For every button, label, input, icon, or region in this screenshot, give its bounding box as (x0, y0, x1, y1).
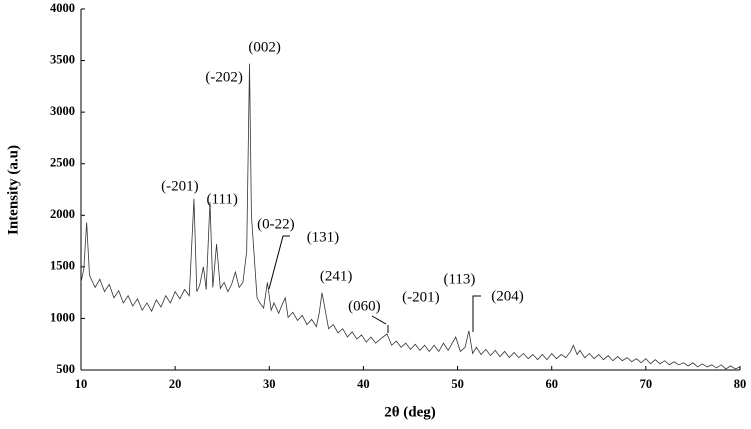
x-tick-label: 10 (75, 377, 88, 391)
y-tick-label: 3000 (50, 104, 75, 118)
peak-label: (-202) (205, 69, 243, 85)
y-tick-label: 2000 (50, 207, 75, 221)
peak-label: (002) (248, 39, 281, 55)
peak-label: (111) (207, 192, 238, 208)
peak-label: (131) (307, 230, 340, 246)
y-tick-label: 4000 (50, 1, 75, 15)
leader-line (268, 235, 290, 290)
leaders (268, 235, 481, 333)
x-tick-label: 50 (451, 377, 464, 391)
peak-label: (060) (348, 299, 381, 315)
y-tick-label: 3500 (50, 52, 75, 66)
y-axis-title: Intensity (a.u) (5, 145, 21, 235)
y-tick-label: 2500 (50, 156, 75, 170)
peak-label: (204) (491, 289, 524, 305)
peak-label: (0-22) (257, 217, 295, 233)
peak-label: (113) (443, 272, 475, 288)
xrd-line (80, 63, 741, 370)
x-tick-label: 20 (169, 377, 182, 391)
peak-label: (241) (320, 269, 353, 285)
x-axis-title: 2θ (deg) (384, 404, 436, 420)
x-tick-label: 30 (263, 377, 276, 391)
y-tick-label: 1500 (50, 259, 75, 273)
x-tick-label: 60 (545, 377, 558, 391)
peak-label: (-201) (402, 290, 440, 306)
y-tick-label: 500 (56, 362, 75, 376)
y-tick-label: 1000 (50, 310, 75, 324)
peak-label: (-201) (161, 179, 199, 195)
leader-line (371, 315, 387, 325)
leader-line (472, 295, 481, 332)
x-tick-label: 80 (734, 377, 747, 391)
x-tick-label: 70 (640, 377, 653, 391)
x-tick-label: 40 (357, 377, 370, 391)
